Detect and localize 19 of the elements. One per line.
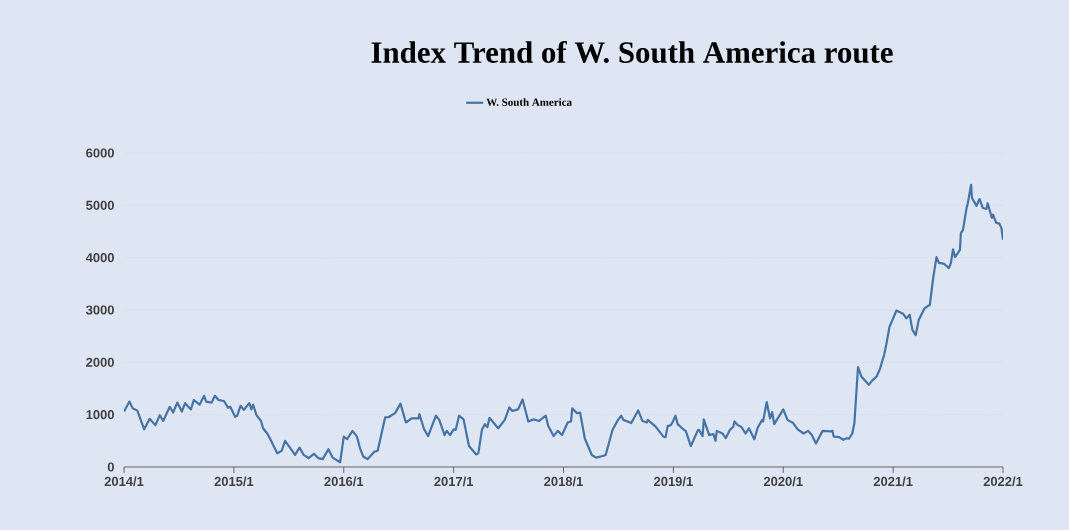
y-tick-label: 4000 <box>85 253 114 263</box>
x-tick-label: 2016/1 <box>324 476 364 487</box>
line-series <box>124 183 1003 464</box>
x-tick-label: 2022/1 <box>983 476 1023 487</box>
x-tick-label: 2020/1 <box>763 476 803 487</box>
x-tick-label: 2017/1 <box>434 476 474 487</box>
y-tick-label: 2000 <box>86 357 114 367</box>
y-tick-label: 0 <box>107 462 114 472</box>
y-tick-label: 3000 <box>85 305 114 315</box>
y-tick-label: 6000 <box>86 148 114 158</box>
legend-label: W. South America <box>486 98 572 106</box>
x-tick-label: 2015/1 <box>214 476 254 487</box>
y-tick-label: 5000 <box>86 200 114 210</box>
chart-title: Index Trend of W. South America route <box>371 40 893 64</box>
x-tick-label: 2018/1 <box>544 476 583 487</box>
x-tick-label: 2019/1 <box>654 476 693 487</box>
y-tick-label: 1000 <box>86 410 114 420</box>
x-tick-label: 2014/1 <box>104 476 144 487</box>
x-tick-label: 2021/1 <box>873 476 913 487</box>
